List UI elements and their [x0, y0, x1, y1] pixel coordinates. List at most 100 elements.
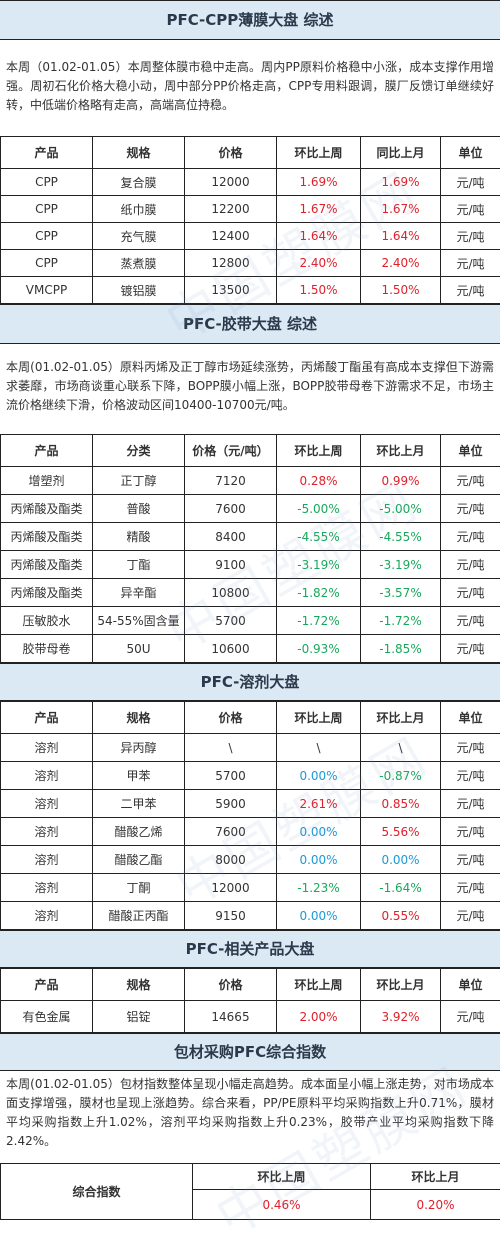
cpp-cell: 1.67%	[361, 196, 441, 223]
cpp-cell: 13500	[185, 277, 277, 304]
tape-cell: 5700	[185, 607, 277, 635]
tape-cell: -1.72%	[277, 607, 361, 635]
solvent-cell: 5.56%	[361, 818, 441, 846]
table-row: 溶剂异丙醇\\\元/吨	[1, 734, 500, 762]
tape-cell: 正丁醇	[93, 467, 185, 495]
related-section-title: PFC-相关产品大盘	[0, 930, 500, 968]
solvent-cell: -1.23%	[277, 874, 361, 902]
tape-cell: 0.28%	[277, 467, 361, 495]
solvent-cell: 醋酸乙酯	[93, 846, 185, 874]
tape-cell: 元/吨	[441, 579, 500, 607]
tape-header-cell: 环比上周	[277, 435, 361, 467]
tape-cell: 异辛酯	[93, 579, 185, 607]
index-section-title: 包材采购PFC综合指数	[0, 1033, 500, 1071]
index-row-label: 综合指数	[1, 1164, 193, 1220]
solvent-header-cell: 规格	[93, 702, 185, 734]
cpp-cell: 元/吨	[441, 223, 500, 250]
index-header-week: 环比上周	[193, 1164, 371, 1190]
related-header-cell: 价格	[185, 969, 277, 1001]
solvent-cell: 5700	[185, 762, 277, 790]
tape-header-cell: 单位	[441, 435, 500, 467]
index-table: 综合指数 环比上周 环比上月 0.46% 0.20%	[0, 1163, 500, 1220]
related-cell: 2.00%	[277, 1001, 361, 1033]
cpp-cell: 元/吨	[441, 169, 500, 196]
cpp-cell: 充气膜	[93, 223, 185, 250]
tape-cell: 元/吨	[441, 523, 500, 551]
related-header-cell: 环比上周	[277, 969, 361, 1001]
solvent-cell: 0.85%	[361, 790, 441, 818]
cpp-cell: 2.40%	[361, 250, 441, 277]
tape-header-cell: 分类	[93, 435, 185, 467]
tape-cell: -4.55%	[277, 523, 361, 551]
tape-cell: 增塑剂	[1, 467, 93, 495]
cpp-summary: 本周（01.02-01.05）本周整体膜市稳中走高。周内PP原料价格稳中小涨，成…	[0, 40, 500, 136]
tape-summary: 本周(01.02-01.05）原料丙烯及正丁醇市场延续涨势，丙烯酸丁酯虽有高成本…	[0, 344, 500, 434]
tape-cell: 丁酯	[93, 551, 185, 579]
cpp-cell: 蒸煮膜	[93, 250, 185, 277]
solvent-cell: 元/吨	[441, 902, 500, 930]
solvent-cell: 溶剂	[1, 846, 93, 874]
solvent-cell: 溶剂	[1, 762, 93, 790]
cpp-cell: CPP	[1, 169, 93, 196]
tape-cell: 0.99%	[361, 467, 441, 495]
tape-header-cell: 产品	[1, 435, 93, 467]
solvent-cell: -1.64%	[361, 874, 441, 902]
related-header-cell: 产品	[1, 969, 93, 1001]
tape-cell: -4.55%	[361, 523, 441, 551]
cpp-header-cell: 价格	[185, 137, 277, 169]
solvent-header-cell: 单位	[441, 702, 500, 734]
solvent-cell: 溶剂	[1, 874, 93, 902]
tape-header-cell: 价格（元/吨）	[185, 435, 277, 467]
cpp-cell: 12200	[185, 196, 277, 223]
cpp-cell: 镀铝膜	[93, 277, 185, 304]
cpp-cell: 12400	[185, 223, 277, 250]
tape-cell: 8400	[185, 523, 277, 551]
cpp-cell: 1.67%	[277, 196, 361, 223]
tape-cell: 元/吨	[441, 551, 500, 579]
tape-cell: 7600	[185, 495, 277, 523]
solvent-cell: 2.61%	[277, 790, 361, 818]
cpp-cell: 12800	[185, 250, 277, 277]
solvent-cell: 溶剂	[1, 902, 93, 930]
tape-cell: 丙烯酸及酯类	[1, 551, 93, 579]
tape-cell: 54-55%固含量	[93, 607, 185, 635]
related-header-cell: 单位	[441, 969, 500, 1001]
tape-cell: -5.00%	[361, 495, 441, 523]
related-header-cell: 规格	[93, 969, 185, 1001]
cpp-cell: CPP	[1, 196, 93, 223]
tape-header-cell: 环比上月	[361, 435, 441, 467]
tape-section-title: PFC-胶带大盘 综述	[0, 304, 500, 344]
solvent-header-cell: 环比上月	[361, 702, 441, 734]
cpp-header-cell: 单位	[441, 137, 500, 169]
tape-cell: -5.00%	[277, 495, 361, 523]
solvent-cell: 0.00%	[361, 846, 441, 874]
solvent-cell: \	[277, 734, 361, 762]
solvent-cell: 0.55%	[361, 902, 441, 930]
tape-cell: 丙烯酸及酯类	[1, 579, 93, 607]
tape-cell: 50U	[93, 635, 185, 663]
tape-cell: 普酸	[93, 495, 185, 523]
tape-cell: 精酸	[93, 523, 185, 551]
tape-header-row: 产品分类价格（元/吨）环比上周环比上月单位	[1, 435, 500, 467]
cpp-cell: 12000	[185, 169, 277, 196]
solvent-cell: 甲苯	[93, 762, 185, 790]
solvent-header-cell: 产品	[1, 702, 93, 734]
solvent-header-row: 产品规格价格环比上周环比上月单位	[1, 702, 500, 734]
solvent-cell: 溶剂	[1, 734, 93, 762]
solvent-header-cell: 环比上周	[277, 702, 361, 734]
index-value-month: 0.20%	[371, 1190, 500, 1220]
solvent-cell: 丁酮	[93, 874, 185, 902]
